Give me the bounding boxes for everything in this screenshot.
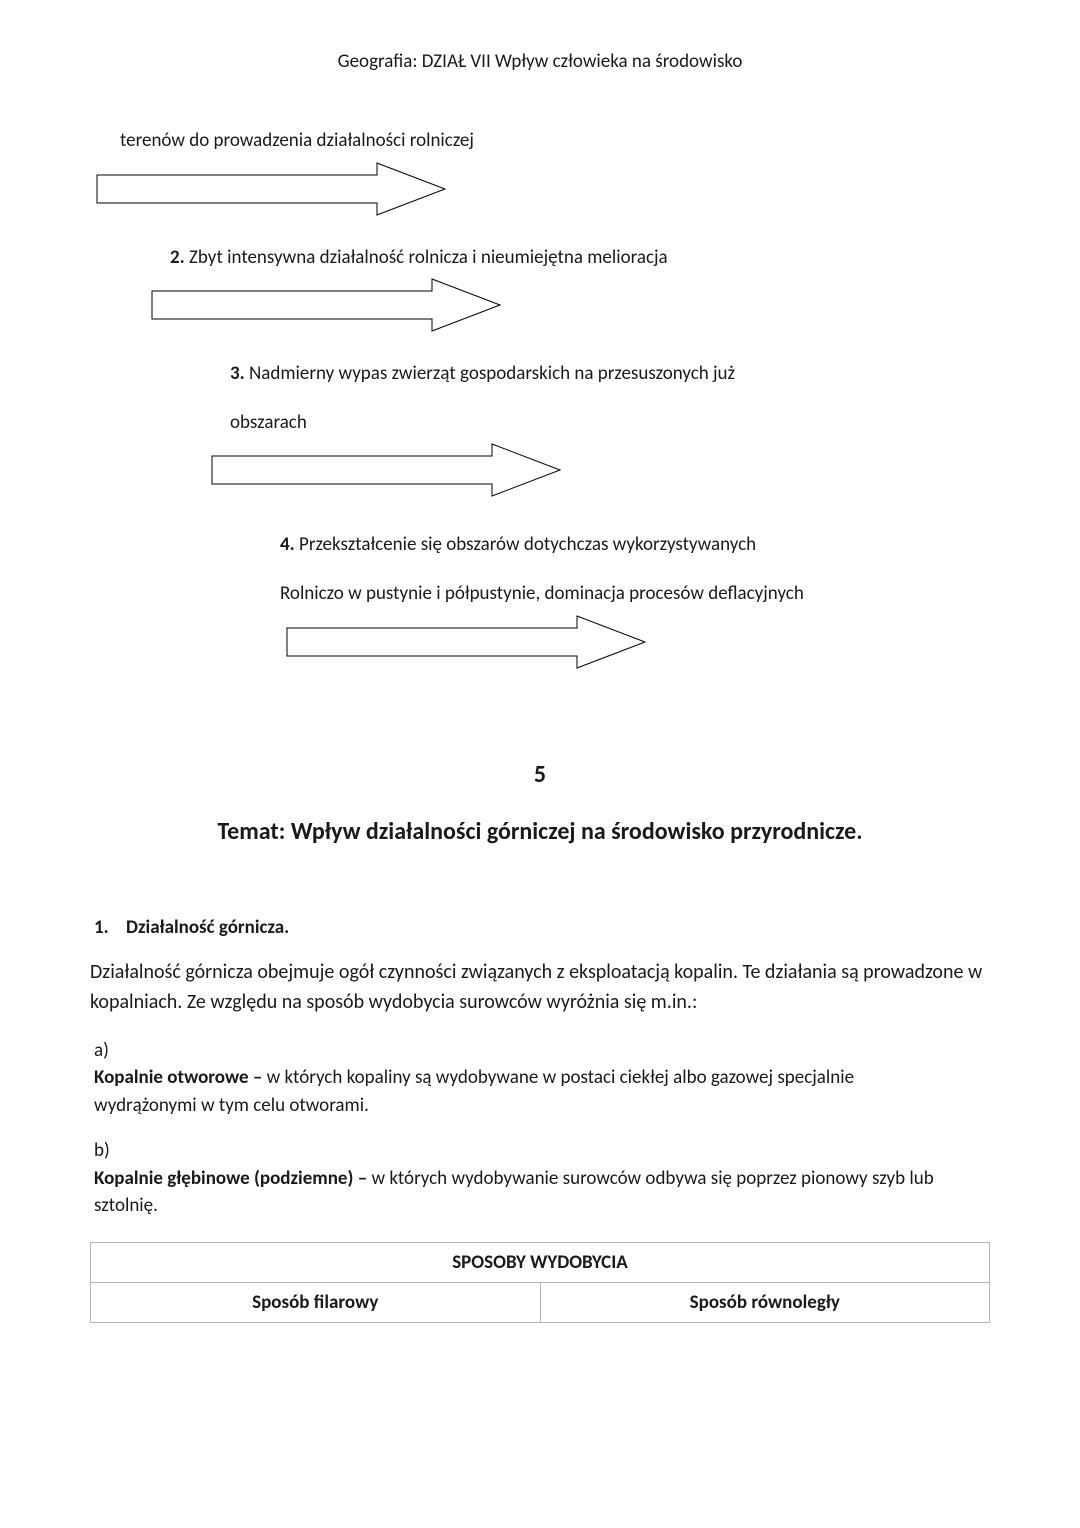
- arrow-right-icon: [150, 277, 990, 333]
- list-heading-1: 1.Działalność górnicza.: [94, 916, 990, 939]
- sublist-body: Kopalnie otworowe – w których kopaliny s…: [94, 1064, 956, 1119]
- arrow-right-icon: [210, 442, 990, 498]
- list-heading-number: 1.: [94, 916, 126, 939]
- extraction-table: SPOSOBY WYDOBYCIA Sposób filarowy Sposób…: [90, 1242, 990, 1323]
- step-1: terenów do prowadzenia działalności roln…: [90, 128, 990, 217]
- list-heading-text: Działalność górnicza.: [126, 916, 289, 939]
- arrow-right-icon: [285, 614, 990, 670]
- table-row: Sposób filarowy Sposób równoległy: [91, 1282, 990, 1322]
- sublist-item-a: a) Kopalnie otworowe – w których kopalin…: [94, 1037, 990, 1120]
- step-number: 4.: [280, 533, 295, 556]
- step-body: Przekształcenie się obszarów dotychczas …: [295, 533, 756, 556]
- step-text-cont: Rolniczo w pustynie i półpustynie, domin…: [280, 581, 990, 608]
- step-4: 4. Przekształcenie się obszarów dotychcz…: [90, 532, 990, 669]
- table-row: SPOSOBY WYDOBYCIA: [91, 1242, 990, 1282]
- step-text: terenów do prowadzenia działalności roln…: [120, 128, 990, 155]
- step-2: 2. Zbyt intensywna działalność rolnicza …: [90, 245, 990, 334]
- step-body: Zbyt intensywna działalność rolnicza i n…: [185, 246, 668, 269]
- topic-heading: Temat: Wpływ działalności górniczej na ś…: [90, 817, 990, 846]
- sublist-marker: a): [94, 1037, 124, 1065]
- table-col-2: Sposób równoległy: [540, 1282, 990, 1322]
- table-title: SPOSOBY WYDOBYCIA: [91, 1242, 990, 1282]
- page-header: Geografia: DZIAŁ VII Wpływ człowieka na …: [90, 50, 990, 73]
- step-text: 2. Zbyt intensywna działalność rolnicza …: [170, 245, 990, 272]
- arrow-right-icon: [95, 161, 990, 217]
- sublist-body: Kopalnie głębinowe (podziemne) – w który…: [94, 1165, 956, 1220]
- sublist-term: Kopalnie otworowe –: [94, 1066, 267, 1089]
- table-col-1: Sposób filarowy: [91, 1282, 541, 1322]
- step-3: 3. Nadmierny wypas zwierząt gospodarskic…: [90, 361, 990, 498]
- step-text: 3. Nadmierny wypas zwierząt gospodarskic…: [230, 361, 990, 388]
- paragraph: Działalność górnicza obejmuje ogół czynn…: [90, 957, 990, 1017]
- step-number: 3.: [230, 362, 245, 385]
- step-number: 2.: [170, 246, 185, 269]
- step-text: 4. Przekształcenie się obszarów dotychcz…: [280, 532, 990, 559]
- step-body: terenów do prowadzenia działalności roln…: [120, 129, 474, 152]
- sublist-marker: b): [94, 1137, 124, 1165]
- section-number: 5: [90, 760, 990, 789]
- step-text-cont: obszarach: [230, 410, 990, 437]
- step-body: Nadmierny wypas zwierząt gospodarskich n…: [245, 362, 735, 385]
- sublist-term: Kopalnie głębinowe (podziemne) –: [94, 1167, 371, 1190]
- page: Geografia: DZIAŁ VII Wpływ człowieka na …: [0, 0, 1080, 1383]
- sublist-item-b: b) Kopalnie głębinowe (podziemne) – w kt…: [94, 1137, 990, 1220]
